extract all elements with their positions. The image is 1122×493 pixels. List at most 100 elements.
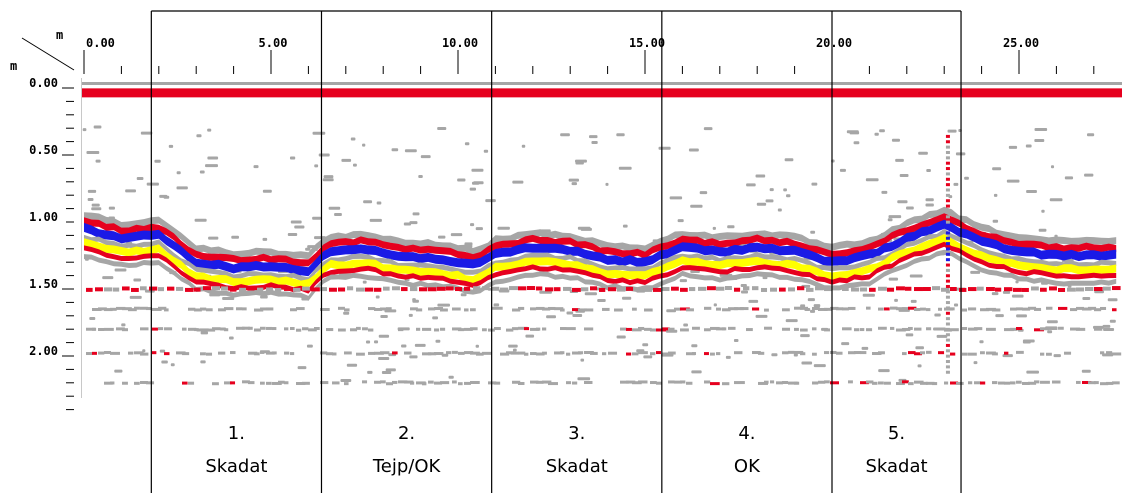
deep-dash [290, 308, 297, 312]
deep-dash [836, 307, 844, 311]
noise-dash [391, 148, 399, 152]
disturbance-mark [945, 301, 950, 305]
disturbance-mark [945, 317, 950, 321]
deep-dash [938, 307, 943, 311]
noise-dash [925, 198, 934, 202]
deep-dash [866, 306, 871, 310]
secondary-dash [1067, 287, 1076, 292]
secondary-dash [518, 286, 527, 291]
secondary-dash [554, 287, 561, 292]
deep-dash [1046, 352, 1052, 356]
secondary-dash [293, 287, 301, 292]
deep-dash [320, 381, 329, 385]
disturbance-mark [945, 193, 950, 197]
noise-dash [839, 168, 846, 172]
deep-dash [266, 351, 275, 355]
deep-dash [1100, 382, 1109, 386]
section-number: 1. [228, 423, 245, 444]
deep-dash [1064, 351, 1072, 355]
disturbance-mark [945, 199, 950, 203]
secondary-dash [572, 287, 581, 292]
section-status-label: Skadat [865, 456, 927, 477]
secondary-dash [140, 286, 147, 291]
noise-dash [159, 194, 168, 198]
deep-dash [422, 352, 432, 356]
deep-dash [728, 307, 738, 311]
section-2-label: 2. Tejp/OK [372, 423, 442, 477]
noise-dash [1002, 354, 1013, 358]
deep-dash [1034, 328, 1044, 332]
deep-dash [860, 381, 869, 385]
noise-dash [1064, 176, 1074, 180]
disturbance-mark [945, 343, 950, 347]
deep-dash [860, 328, 865, 332]
secondary-dash [851, 287, 860, 292]
deep-dash [626, 327, 632, 331]
deep-dash [122, 307, 132, 311]
section-number: 4. [738, 423, 755, 444]
deep-dash [212, 327, 221, 331]
deep-dash [566, 352, 571, 356]
disturbance-mark [945, 290, 950, 294]
deep-dash [1100, 306, 1107, 310]
noise-dash [918, 151, 928, 155]
noise-dash [777, 208, 782, 212]
secondary-dash [221, 286, 228, 291]
disturbance-mark [945, 226, 950, 230]
secondary-dash [680, 287, 688, 292]
secondary-dash [275, 287, 282, 292]
deep-dash [656, 328, 666, 332]
disturbance-mark [945, 236, 950, 240]
secondary-dash [428, 287, 437, 292]
noise-dash [1016, 314, 1027, 318]
noise-dash [580, 358, 585, 362]
deep-dash [332, 352, 337, 356]
deep-dash [518, 306, 525, 310]
deep-dash [1106, 381, 1114, 385]
secondary-dash [338, 287, 346, 292]
noise-dash [1102, 353, 1114, 357]
noise-dash [740, 284, 747, 288]
noise-dash [222, 297, 235, 301]
noise-dash [108, 206, 115, 210]
deep-dash [758, 351, 765, 355]
noise-dash [133, 278, 142, 282]
deep-dash [770, 380, 775, 384]
deep-dash [218, 308, 226, 312]
secondary-dash [896, 286, 905, 291]
deep-dash [230, 381, 236, 385]
noise-dash [688, 148, 699, 152]
deep-dash [542, 307, 551, 311]
secondary-dash [347, 286, 354, 291]
noise-dash [577, 377, 591, 381]
deep-dash [968, 381, 973, 385]
deep-dash [686, 381, 693, 385]
deep-dash [146, 381, 155, 385]
deep-dash [368, 351, 376, 355]
x-axis-ruler: 0.00 5.00 10.00 15.00 20.00 25.00 [82, 36, 1122, 81]
deep-dash [704, 306, 712, 310]
deep-dash [320, 351, 328, 355]
deep-dash [878, 307, 884, 311]
deep-dash [626, 380, 636, 384]
secondary-dash [167, 286, 175, 291]
x-tick-label: 20.00 [816, 36, 852, 50]
noise-dash [350, 137, 356, 141]
deep-dash [1094, 327, 1103, 331]
secondary-dash [365, 287, 374, 292]
deep-dash [908, 382, 914, 386]
noise-dash [93, 125, 102, 129]
noise-dash [346, 363, 358, 367]
deep-dash [590, 351, 598, 355]
noise-dash [703, 127, 713, 131]
deep-dash [290, 352, 295, 356]
deep-dash [464, 351, 474, 355]
noise-dash [861, 346, 869, 350]
deep-dash [452, 307, 461, 311]
deep-dash [362, 380, 368, 384]
deep-dash [338, 306, 345, 310]
secondary-dash [761, 287, 768, 292]
secondary-dash [905, 286, 912, 291]
deep-dash [722, 327, 727, 331]
secondary-dash [302, 286, 310, 291]
